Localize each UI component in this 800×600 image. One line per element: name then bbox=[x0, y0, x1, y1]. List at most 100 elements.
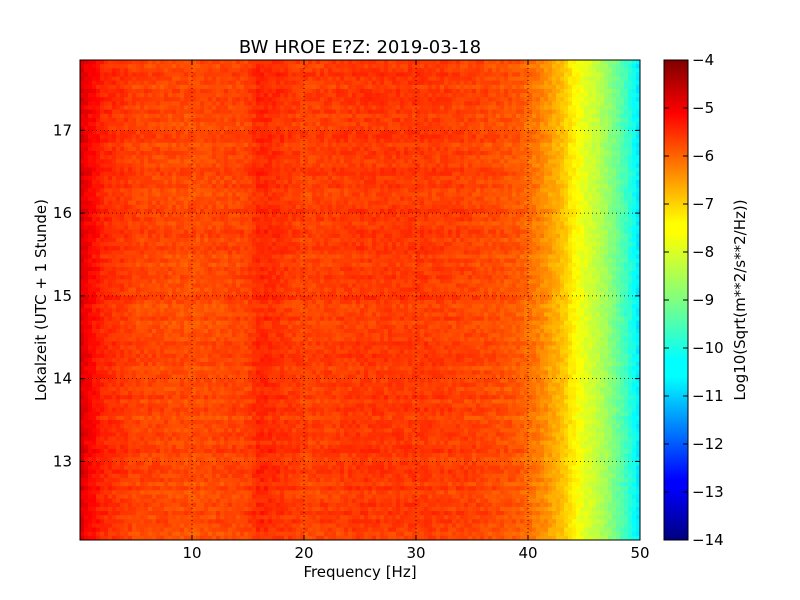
heatmap-cell bbox=[472, 159, 477, 165]
heatmap-cell bbox=[588, 84, 593, 90]
heatmap-cell bbox=[624, 60, 629, 65]
heatmap-cell bbox=[248, 130, 253, 136]
heatmap-cell bbox=[456, 64, 461, 69]
heatmap-cell bbox=[436, 200, 441, 206]
heatmap-cell bbox=[144, 184, 149, 189]
heatmap-cell bbox=[240, 84, 245, 90]
heatmap-cell bbox=[380, 196, 385, 202]
heatmap-cell bbox=[464, 200, 469, 206]
heatmap-cell bbox=[568, 105, 573, 111]
heatmap-cell bbox=[456, 126, 461, 131]
heatmap-cell bbox=[276, 72, 281, 78]
heatmap-cell bbox=[620, 159, 625, 165]
heatmap-cell bbox=[400, 122, 405, 127]
heatmap-cell bbox=[172, 151, 177, 156]
heatmap-cell bbox=[132, 184, 137, 189]
heatmap-cell bbox=[288, 200, 293, 206]
heatmap-cell bbox=[616, 151, 621, 156]
heatmap-cell bbox=[532, 93, 537, 98]
heatmap-cell bbox=[332, 101, 337, 107]
heatmap-cell bbox=[100, 175, 105, 181]
heatmap-cell bbox=[256, 204, 261, 210]
heatmap-cell bbox=[356, 146, 361, 152]
heatmap-cell bbox=[608, 109, 613, 115]
heatmap-cell bbox=[532, 163, 537, 169]
heatmap-cell bbox=[356, 130, 361, 136]
heatmap-cell bbox=[504, 126, 509, 131]
heatmap-cell bbox=[120, 134, 125, 140]
heatmap-cell bbox=[364, 109, 369, 115]
heatmap-cell bbox=[492, 101, 497, 107]
heatmap-cell bbox=[632, 188, 637, 194]
heatmap-cell bbox=[452, 175, 457, 181]
heatmap-cell bbox=[292, 180, 297, 185]
heatmap-cell bbox=[236, 64, 241, 69]
heatmap-cell bbox=[100, 122, 105, 127]
heatmap-cell bbox=[368, 72, 373, 78]
heatmap-cell bbox=[628, 126, 633, 131]
heatmap-cell bbox=[428, 60, 433, 65]
heatmap-cell bbox=[484, 109, 489, 115]
heatmap-cell bbox=[188, 88, 193, 94]
heatmap-cell bbox=[320, 88, 325, 94]
heatmap-cell bbox=[128, 84, 133, 90]
heatmap-cell bbox=[116, 138, 121, 144]
heatmap-cell bbox=[468, 84, 473, 90]
heatmap-cell bbox=[136, 97, 141, 102]
heatmap-cell bbox=[116, 72, 121, 78]
heatmap-cell bbox=[484, 146, 489, 152]
heatmap-cell bbox=[84, 204, 89, 210]
heatmap-cell bbox=[588, 122, 593, 127]
heatmap-cell bbox=[80, 146, 85, 152]
heatmap-cell bbox=[428, 101, 433, 107]
heatmap-cell bbox=[396, 97, 401, 102]
heatmap-cell bbox=[128, 171, 133, 177]
heatmap-cell bbox=[272, 72, 277, 78]
heatmap-cell bbox=[272, 97, 277, 102]
heatmap-cell bbox=[364, 175, 369, 181]
heatmap-cell bbox=[340, 200, 345, 206]
heatmap-cell bbox=[364, 64, 369, 69]
heatmap-cell bbox=[464, 180, 469, 185]
heatmap-cell bbox=[392, 117, 397, 123]
heatmap-cell bbox=[352, 113, 357, 119]
heatmap-cell bbox=[364, 88, 369, 94]
heatmap-cell bbox=[116, 163, 121, 169]
heatmap-cell bbox=[540, 84, 545, 90]
heatmap-cell bbox=[344, 151, 349, 156]
heatmap-cell bbox=[448, 122, 453, 127]
heatmap-cell bbox=[516, 175, 521, 181]
heatmap-cell bbox=[360, 138, 365, 144]
heatmap-cell bbox=[404, 151, 409, 156]
heatmap-cell bbox=[160, 113, 165, 119]
heatmap-cell bbox=[292, 68, 297, 74]
heatmap-cell bbox=[464, 171, 469, 177]
heatmap-cell bbox=[280, 175, 285, 181]
heatmap-cell bbox=[584, 200, 589, 206]
heatmap-cell bbox=[436, 134, 441, 140]
heatmap-cell bbox=[128, 88, 133, 94]
heatmap-cell bbox=[508, 192, 513, 198]
heatmap-cell bbox=[172, 68, 177, 74]
heatmap-cell bbox=[204, 138, 209, 144]
heatmap-cell bbox=[488, 196, 493, 202]
heatmap-cell bbox=[224, 101, 229, 107]
heatmap-cell bbox=[492, 113, 497, 119]
heatmap-cell bbox=[192, 155, 197, 160]
heatmap-cell bbox=[628, 64, 633, 69]
heatmap-cell bbox=[444, 64, 449, 69]
heatmap-cell bbox=[600, 113, 605, 119]
heatmap-cell bbox=[556, 188, 561, 194]
heatmap-cell bbox=[268, 88, 273, 94]
heatmap-cell bbox=[88, 200, 93, 206]
heatmap-cell bbox=[240, 159, 245, 165]
heatmap-cell bbox=[340, 64, 345, 69]
heatmap-cell bbox=[432, 184, 437, 189]
heatmap-cell bbox=[448, 200, 453, 206]
heatmap-cell bbox=[104, 80, 109, 86]
heatmap-cell bbox=[608, 146, 613, 152]
heatmap-cell bbox=[348, 117, 353, 123]
heatmap-cell bbox=[524, 117, 529, 123]
heatmap-cell bbox=[476, 171, 481, 177]
heatmap-cell bbox=[144, 113, 149, 119]
